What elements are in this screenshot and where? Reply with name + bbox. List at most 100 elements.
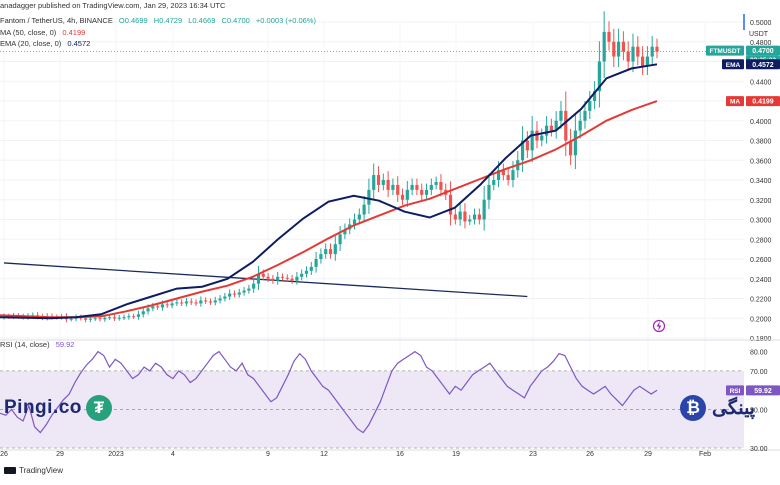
candle[interactable] — [247, 284, 251, 294]
candle[interactable] — [525, 131, 529, 158]
candle[interactable] — [544, 116, 549, 144]
candle[interactable] — [352, 213, 357, 230]
symbol-name[interactable]: Fantom / TetherUS, 4h, BINANCE — [0, 16, 113, 25]
candle[interactable] — [640, 46, 645, 75]
candle[interactable] — [616, 28, 621, 68]
candle[interactable] — [357, 208, 361, 225]
candle[interactable] — [429, 178, 433, 196]
candle[interactable] — [343, 223, 347, 240]
candle[interactable] — [304, 266, 309, 278]
candle[interactable] — [492, 173, 496, 191]
candle[interactable] — [559, 101, 563, 129]
candle[interactable] — [204, 297, 208, 305]
candle[interactable] — [592, 81, 597, 110]
candle[interactable] — [285, 274, 289, 282]
rsi-line[interactable] — [0, 350, 658, 434]
candle[interactable] — [223, 292, 227, 302]
candle[interactable] — [564, 91, 568, 157]
candle[interactable] — [333, 235, 337, 261]
candle[interactable] — [213, 296, 217, 306]
candle[interactable] — [381, 173, 385, 191]
candle[interactable] — [573, 113, 577, 170]
candle[interactable] — [314, 251, 318, 273]
ema-indicator-line[interactable]: EMA (20, close, 0) 0.4572 — [0, 39, 94, 49]
lightning-icon[interactable] — [652, 319, 666, 333]
candle[interactable] — [338, 225, 342, 251]
candle[interactable] — [127, 313, 131, 320]
candle[interactable] — [415, 178, 419, 196]
candle[interactable] — [194, 299, 198, 306]
candle[interactable] — [655, 38, 659, 59]
candle[interactable] — [319, 248, 323, 264]
candle[interactable] — [468, 214, 472, 226]
candle[interactable] — [324, 243, 328, 259]
candle[interactable] — [309, 261, 313, 275]
candle[interactable] — [271, 274, 275, 284]
candle[interactable] — [189, 298, 193, 305]
candle[interactable] — [208, 298, 213, 305]
candle[interactable] — [568, 128, 573, 165]
candle[interactable] — [420, 183, 424, 200]
candle[interactable] — [410, 178, 414, 196]
candle[interactable] — [602, 11, 606, 79]
candle[interactable] — [511, 161, 515, 188]
ma-indicator-line[interactable]: MA (50, close, 0) 0.4199 — [0, 28, 89, 38]
candle[interactable] — [530, 116, 534, 163]
candle[interactable] — [391, 178, 395, 196]
candle[interactable] — [117, 315, 121, 321]
candle[interactable] — [362, 196, 366, 222]
candle[interactable] — [132, 313, 136, 319]
candle[interactable] — [554, 111, 558, 139]
candle[interactable] — [122, 314, 126, 320]
candle[interactable] — [621, 31, 625, 61]
candle[interactable] — [290, 274, 294, 284]
candle[interactable] — [448, 181, 453, 226]
candle[interactable] — [645, 46, 649, 75]
ma50-line[interactable] — [0, 100, 658, 319]
candle[interactable] — [506, 168, 510, 186]
candle[interactable] — [170, 299, 174, 309]
candle[interactable] — [175, 299, 179, 306]
candle[interactable] — [180, 299, 184, 306]
candle[interactable] — [376, 166, 381, 193]
ema20-line[interactable] — [0, 63, 658, 320]
candle[interactable] — [266, 272, 270, 282]
candle[interactable] — [578, 111, 582, 139]
candle[interactable] — [636, 36, 640, 66]
candle[interactable] — [405, 181, 409, 207]
candle[interactable] — [588, 91, 592, 119]
candle[interactable] — [482, 186, 486, 231]
candle[interactable] — [386, 171, 390, 198]
candle[interactable] — [626, 41, 630, 70]
candle[interactable] — [607, 21, 611, 51]
candle[interactable] — [165, 301, 169, 308]
candle[interactable] — [256, 265, 261, 291]
candle[interactable] — [228, 289, 232, 300]
candle[interactable] — [242, 286, 246, 296]
candle[interactable] — [631, 33, 635, 73]
candle[interactable] — [218, 294, 222, 304]
candle[interactable] — [112, 314, 117, 321]
candle[interactable] — [199, 296, 203, 307]
candle[interactable] — [276, 271, 280, 285]
trendline[interactable] — [3, 262, 528, 298]
candle[interactable] — [453, 208, 457, 225]
candle[interactable] — [458, 204, 462, 226]
candle[interactable] — [463, 203, 467, 229]
candle[interactable] — [232, 290, 237, 298]
candle[interactable] — [439, 174, 443, 197]
candle[interactable] — [540, 128, 544, 147]
candle[interactable] — [367, 178, 371, 214]
candle[interactable] — [434, 176, 438, 190]
rsi-indicator-line[interactable]: RSI (14, close) 59.92 — [0, 340, 78, 350]
candle[interactable] — [477, 208, 481, 225]
tradingview-footer[interactable]: TradingView — [4, 466, 63, 475]
candle[interactable] — [400, 188, 405, 205]
candle[interactable] — [136, 310, 141, 320]
candle[interactable] — [237, 288, 241, 298]
candle[interactable] — [328, 243, 333, 259]
candle[interactable] — [487, 173, 491, 209]
candle[interactable] — [141, 307, 145, 318]
candle[interactable] — [501, 163, 505, 181]
candle[interactable] — [549, 118, 553, 137]
